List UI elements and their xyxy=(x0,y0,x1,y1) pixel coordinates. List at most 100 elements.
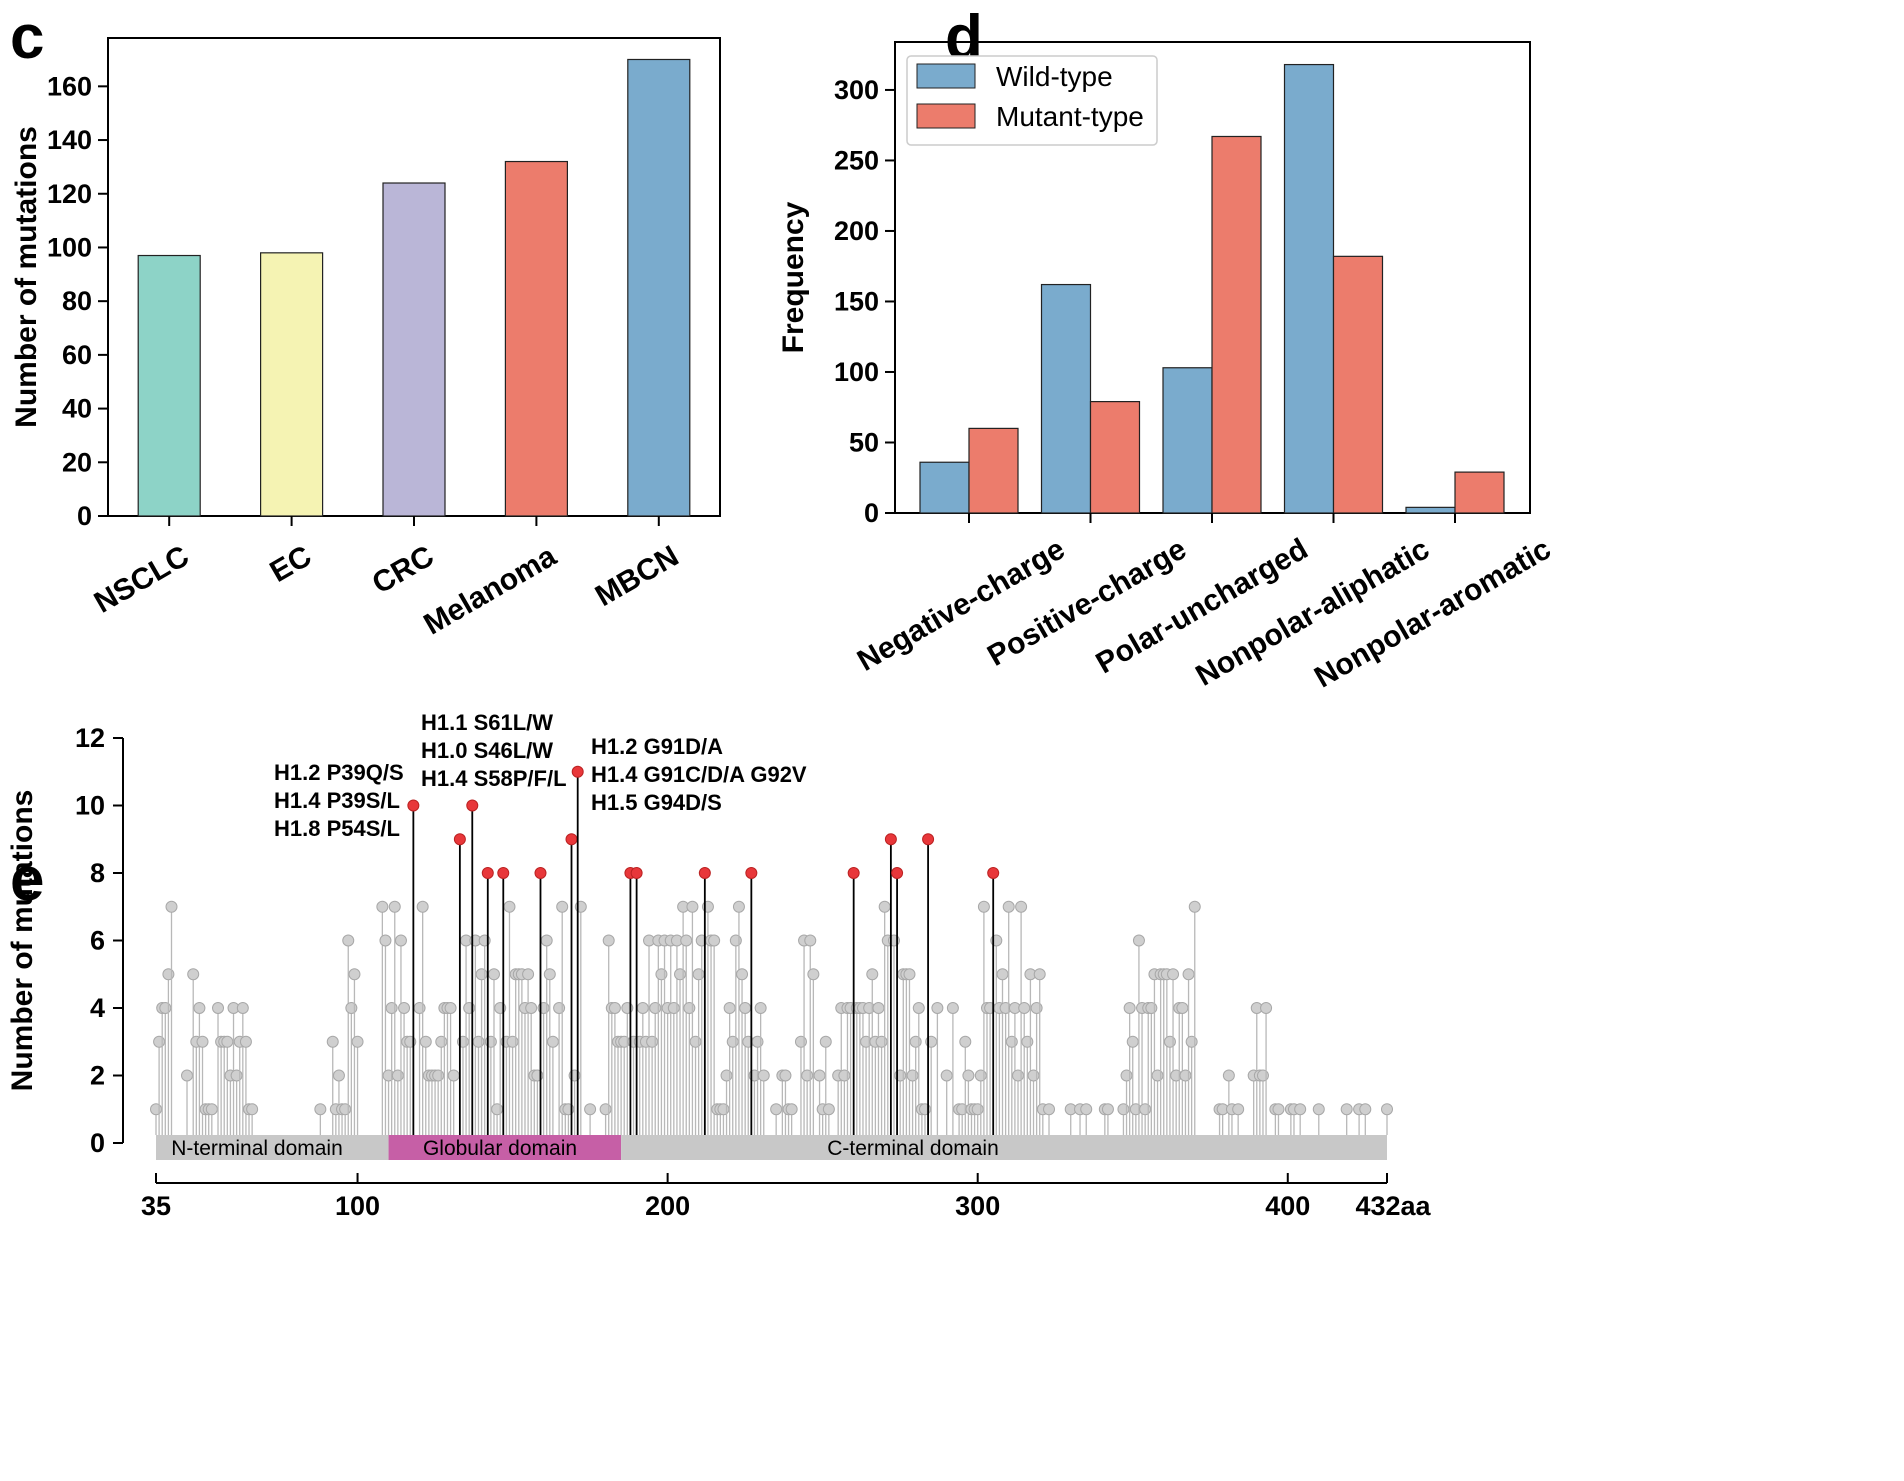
lollipop-point xyxy=(1132,934,1145,947)
lollipop-point xyxy=(878,900,891,913)
lollipop-point xyxy=(1381,1103,1393,1116)
lollipop-point xyxy=(646,1035,659,1048)
highlight-point xyxy=(698,867,711,879)
lollipop-point xyxy=(1340,1103,1353,1116)
lollipop-point xyxy=(1015,900,1028,913)
x-tick-label: Melanoma xyxy=(418,539,562,641)
chart-d-residue-frequency: 0 50 100 150 200 250 300 Negative-chargePositiv… xyxy=(777,41,1557,694)
lollipop-point xyxy=(416,900,429,913)
lollipop-point xyxy=(246,1103,259,1116)
lollipop-point xyxy=(754,1002,767,1014)
bar-wild-type xyxy=(919,461,970,514)
highlight-point xyxy=(466,799,479,812)
lollipop-point xyxy=(940,1069,953,1082)
x-tick-label: MBCN xyxy=(590,539,684,613)
bar-wild-type xyxy=(1040,283,1092,514)
lollipop-point xyxy=(342,934,355,947)
lollipop-point xyxy=(1179,1069,1192,1082)
y-axis-label: Frequency xyxy=(777,201,810,353)
lollipop-point xyxy=(1139,1103,1152,1116)
legend-swatch xyxy=(916,63,976,89)
lollipop-point xyxy=(1188,900,1201,913)
lollipop-point xyxy=(729,934,742,947)
bar xyxy=(382,182,446,517)
highlight-point xyxy=(534,867,547,879)
x-tick-label: 300 xyxy=(955,1191,1000,1221)
domain-label: Globular domain xyxy=(423,1137,577,1160)
mutation-annotation: H1.8 P54S/L xyxy=(274,816,400,841)
lollipop-point xyxy=(1256,1069,1269,1082)
lollipop-point xyxy=(686,900,699,913)
lollipop-point xyxy=(475,968,488,981)
lollipop-point xyxy=(345,1002,358,1014)
bar xyxy=(260,252,324,517)
lollipop-point xyxy=(962,1069,975,1082)
lollipop-point xyxy=(1027,1069,1040,1082)
highlight-point xyxy=(630,867,643,879)
y-tick-label: 12 xyxy=(75,723,105,753)
lollipop-point xyxy=(196,1035,209,1048)
lollipop-point xyxy=(332,1069,345,1082)
lollipop-point xyxy=(153,1035,166,1048)
lollipop-point xyxy=(385,1002,398,1014)
domain-label: N-terminal domain xyxy=(171,1137,343,1160)
lollipop-point xyxy=(1033,968,1046,981)
lollipop-point xyxy=(689,1035,702,1048)
lollipop-point xyxy=(556,900,569,913)
lollipop-point xyxy=(931,1002,944,1014)
y-tick-label: 60 xyxy=(62,340,92,370)
legend-swatch xyxy=(916,103,976,129)
highlight-point xyxy=(745,867,758,879)
lollipop-point xyxy=(971,1103,984,1116)
lollipop-point xyxy=(398,1002,411,1014)
lollipop-point xyxy=(1163,1035,1176,1048)
x-tick-label: Negative-charge xyxy=(852,532,1071,677)
lollipop-point xyxy=(388,900,401,913)
lollipop-point xyxy=(379,934,392,947)
lollipop-point xyxy=(655,968,668,981)
y-tick-label: 80 xyxy=(62,286,92,316)
lollipop-point xyxy=(680,934,693,947)
legend-label: Wild-type xyxy=(996,61,1113,92)
lollipop-point xyxy=(946,1002,959,1014)
lollipop-point xyxy=(165,900,178,913)
y-tick-label: 200 xyxy=(834,216,879,246)
y-tick-label: 20 xyxy=(62,447,92,477)
bar-mutant-type xyxy=(968,427,1019,514)
domain-bar xyxy=(388,1135,622,1160)
bar-wild-type xyxy=(1405,506,1456,514)
lollipop-point xyxy=(599,1103,612,1116)
lollipop-point xyxy=(1145,1002,1158,1014)
highlight-point xyxy=(891,867,904,879)
lollipop-point xyxy=(912,1002,925,1014)
x-tick-label: EC xyxy=(264,539,317,588)
lollipop-point xyxy=(432,1069,445,1082)
lollipop-point xyxy=(1101,1103,1114,1116)
y-tick-label: 100 xyxy=(47,232,92,262)
lollipop-point xyxy=(807,968,820,981)
y-tick-label: 4 xyxy=(90,993,105,1023)
lollipop-point xyxy=(1222,1069,1235,1082)
lollipop-point xyxy=(491,1103,504,1116)
lollipop-point xyxy=(1002,900,1015,913)
lollipop-point xyxy=(187,968,200,981)
lollipop-point xyxy=(875,1035,888,1048)
lollipop-point xyxy=(239,1035,252,1048)
lollipop-point xyxy=(339,1103,352,1116)
lollipop-point xyxy=(413,1002,426,1014)
lollipop-point xyxy=(959,1035,972,1048)
lollipop-point xyxy=(813,1069,826,1082)
lollipop-point xyxy=(770,1103,783,1116)
lollipop-point xyxy=(193,1002,206,1014)
panel-label-c: c xyxy=(10,3,44,72)
lollipop-point xyxy=(376,900,389,913)
lollipop-point xyxy=(503,900,516,913)
lollipop-point xyxy=(779,1069,792,1082)
lollipop-point xyxy=(348,968,361,981)
lollipop-point xyxy=(584,1103,597,1116)
x-tick-label: Positive-charge xyxy=(982,532,1192,672)
highlight-point xyxy=(497,867,510,879)
lollipop-point xyxy=(723,1002,736,1014)
y-tick-label: 6 xyxy=(90,926,105,956)
